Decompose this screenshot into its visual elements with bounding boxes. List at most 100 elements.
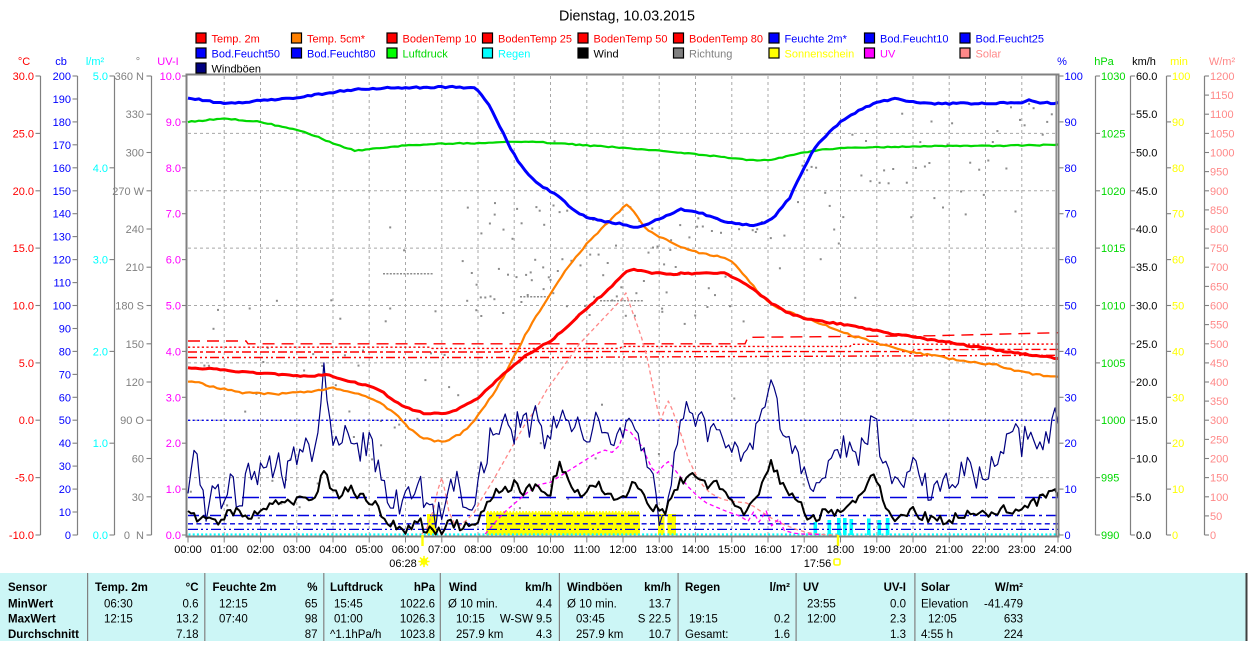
svg-text:5.0: 5.0	[93, 71, 108, 83]
svg-text:20.0: 20.0	[13, 186, 34, 198]
svg-text:04:00: 04:00	[319, 544, 347, 556]
svg-text:45.0: 45.0	[1136, 186, 1157, 198]
svg-text:180: 180	[53, 117, 71, 129]
svg-text:60: 60	[1172, 255, 1184, 267]
svg-text:30.0: 30.0	[1136, 301, 1157, 313]
svg-text:5.0: 5.0	[166, 301, 181, 313]
svg-text:190: 190	[53, 94, 71, 106]
svg-text:150: 150	[53, 186, 71, 198]
svg-text:1000: 1000	[1101, 415, 1125, 427]
svg-text:500: 500	[1210, 339, 1228, 351]
svg-text:0: 0	[1210, 530, 1216, 542]
svg-text:80: 80	[59, 346, 71, 358]
svg-text:08:00: 08:00	[464, 544, 492, 556]
svg-text:140: 140	[53, 209, 71, 221]
svg-text:200: 200	[53, 71, 71, 83]
svg-text:19:15: 19:15	[689, 614, 718, 626]
svg-text:50: 50	[1172, 301, 1184, 313]
svg-text:Ø 10 min.: Ø 10 min.	[448, 599, 498, 611]
svg-text:Regen: Regen	[498, 49, 530, 61]
svg-text:24:00: 24:00	[1044, 544, 1072, 556]
svg-text:W-SW 9.5: W-SW 9.5	[500, 614, 552, 626]
svg-text:12:05: 12:05	[928, 614, 957, 626]
svg-text:0.0: 0.0	[19, 415, 34, 427]
svg-text:^1.1hPa/h: ^1.1hPa/h	[330, 629, 381, 641]
svg-text:0.6: 0.6	[183, 599, 199, 611]
svg-text:1023.8: 1023.8	[400, 629, 435, 641]
svg-text:Luftdruck: Luftdruck	[403, 49, 449, 61]
svg-text:10: 10	[59, 507, 71, 519]
svg-text:65: 65	[305, 599, 318, 611]
svg-text:0.0: 0.0	[166, 530, 181, 542]
svg-text:80: 80	[1172, 163, 1184, 175]
svg-text:850: 850	[1210, 205, 1228, 217]
svg-text:30: 30	[59, 461, 71, 473]
svg-text:0.0: 0.0	[93, 530, 108, 542]
svg-text:1050: 1050	[1210, 128, 1234, 140]
svg-text:03:00: 03:00	[283, 544, 311, 556]
svg-text:130: 130	[53, 232, 71, 244]
svg-text:9.0: 9.0	[166, 117, 181, 129]
svg-text:1005: 1005	[1101, 358, 1125, 370]
svg-text:20: 20	[1172, 438, 1184, 450]
svg-text:06:00: 06:00	[392, 544, 420, 556]
svg-text:1000: 1000	[1210, 148, 1234, 160]
svg-text:BodenTemp 80: BodenTemp 80	[689, 34, 763, 46]
svg-text:4.0: 4.0	[93, 163, 108, 175]
svg-text:350: 350	[1210, 396, 1228, 408]
svg-text:150: 150	[126, 339, 144, 351]
svg-text:15:00: 15:00	[718, 544, 746, 556]
svg-text:270 W: 270 W	[112, 186, 144, 198]
svg-text:1026.3: 1026.3	[400, 614, 435, 626]
svg-text:250: 250	[1210, 434, 1228, 446]
svg-text:W/m²: W/m²	[1209, 56, 1236, 68]
svg-text:06:30: 06:30	[104, 599, 133, 611]
svg-text:UV: UV	[880, 49, 896, 61]
svg-text:98: 98	[305, 614, 318, 626]
svg-text:Gesamt:: Gesamt:	[685, 629, 728, 641]
svg-text:0 N: 0 N	[124, 530, 144, 542]
svg-text:1200: 1200	[1210, 71, 1234, 83]
svg-text:50: 50	[1210, 511, 1222, 523]
svg-text:40: 40	[59, 438, 71, 450]
svg-text:100: 100	[1172, 71, 1190, 83]
svg-text:hPa: hPa	[1094, 56, 1114, 68]
svg-text:12:15: 12:15	[219, 599, 248, 611]
svg-text:50: 50	[1065, 301, 1077, 313]
svg-text:12:15: 12:15	[104, 614, 133, 626]
svg-text:Temp. 5cm*: Temp. 5cm*	[307, 34, 366, 46]
svg-text:1100: 1100	[1210, 109, 1234, 121]
svg-text:70: 70	[59, 369, 71, 381]
svg-text:UV-I: UV-I	[884, 582, 906, 594]
svg-text:20: 20	[1065, 438, 1077, 450]
svg-text:Windböen: Windböen	[567, 582, 622, 594]
svg-text:°C: °C	[18, 56, 30, 68]
svg-text:950: 950	[1210, 167, 1228, 179]
svg-text:21:00: 21:00	[935, 544, 963, 556]
svg-text:1.0: 1.0	[166, 484, 181, 496]
svg-text:00:00: 00:00	[174, 544, 202, 556]
svg-text:Sonnenschein: Sonnenschein	[785, 49, 855, 61]
svg-text:13.2: 13.2	[176, 614, 198, 626]
svg-text:10:15: 10:15	[456, 614, 485, 626]
svg-text:15.0: 15.0	[13, 243, 34, 255]
svg-text:Wind: Wind	[594, 49, 619, 61]
svg-text:25.0: 25.0	[13, 128, 34, 140]
svg-text:10.0: 10.0	[13, 301, 34, 313]
svg-text:5.0: 5.0	[19, 358, 34, 370]
svg-text:06:28: 06:28	[389, 558, 417, 570]
svg-text:0: 0	[1065, 530, 1071, 542]
svg-text:700: 700	[1210, 262, 1228, 274]
svg-text:750: 750	[1210, 243, 1228, 255]
svg-text:10: 10	[1172, 484, 1184, 496]
svg-text:11:00: 11:00	[573, 544, 600, 556]
svg-text:02:00: 02:00	[247, 544, 275, 556]
svg-text:1015: 1015	[1101, 243, 1125, 255]
svg-text:12:00: 12:00	[609, 544, 637, 556]
svg-text:150: 150	[1210, 473, 1228, 485]
svg-text:Richtung: Richtung	[689, 49, 732, 61]
svg-text:633: 633	[1004, 614, 1023, 626]
svg-text:80: 80	[1065, 163, 1077, 175]
svg-text:S 22.5: S 22.5	[638, 614, 671, 626]
svg-text:1022.6: 1022.6	[400, 599, 435, 611]
